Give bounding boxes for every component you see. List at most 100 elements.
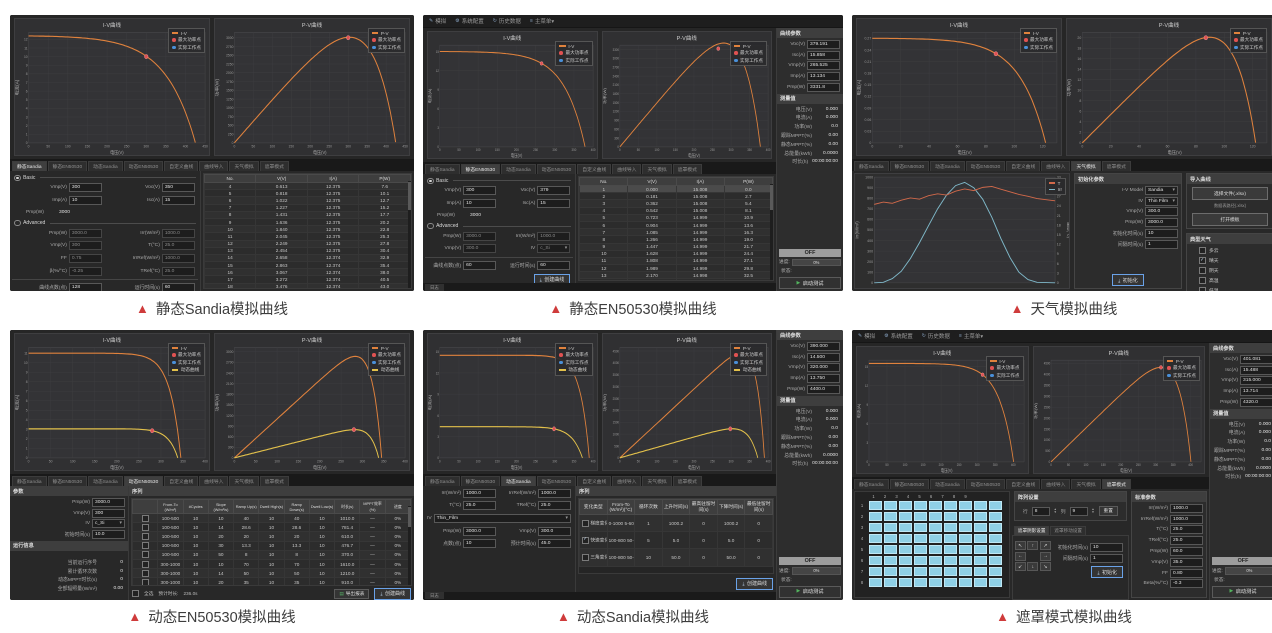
mask-cell[interactable] [883, 577, 897, 587]
tab[interactable]: 自定义曲线 [577, 476, 612, 486]
column-header[interactable]: From-To (W/m²) [157, 499, 184, 514]
tab[interactable]: 遮罩模式 [259, 161, 289, 171]
row-checkbox[interactable] [141, 569, 149, 577]
column-header[interactable]: Ramp Down(s) [283, 499, 310, 514]
field-value[interactable]: 300.0 [538, 526, 571, 536]
row-checkbox[interactable] [582, 519, 589, 527]
mask-cell[interactable] [898, 533, 912, 543]
mask-cell[interactable] [958, 566, 972, 576]
tab[interactable]: 遮罩模式 [672, 476, 702, 486]
table-row[interactable]: 16 3.067 12.374 38.0 [203, 268, 411, 277]
field-value[interactable]: 15 [161, 195, 195, 205]
column-header[interactable]: #Cycles [182, 499, 209, 514]
tab[interactable]: 动态Sandia [501, 476, 536, 486]
table-row[interactable]: 4 0.542 15.008 8.1 [579, 206, 774, 215]
field-value[interactable]: 3000.0 [68, 228, 102, 238]
scrollbar[interactable] [408, 181, 411, 288]
toolbar-item[interactable]: ≡ 主菜单▾ [530, 17, 554, 25]
rows-value[interactable]: 8 [1031, 506, 1050, 516]
mask-cell[interactable] [913, 522, 927, 532]
field-value[interactable]: 25.0 [538, 501, 571, 511]
mask-cell[interactable] [913, 577, 927, 587]
mask-cell[interactable] [973, 577, 987, 587]
mask-cell[interactable] [883, 533, 897, 543]
mask-cell[interactable] [883, 544, 897, 554]
mask-cell[interactable] [928, 555, 942, 565]
table-row[interactable]: 10 1.628 14.999 24.4 [579, 249, 774, 258]
field-value[interactable]: 128 [68, 283, 102, 291]
mask-cell[interactable] [943, 577, 957, 587]
mask-cell[interactable] [988, 511, 1002, 521]
create-curve-button[interactable]: ⤓ 创建曲线 [736, 577, 773, 590]
tab[interactable]: 曲线导入 [612, 164, 642, 174]
field-value[interactable]: 3000.0 [463, 231, 497, 241]
mask-cell[interactable] [943, 500, 957, 510]
direction-button[interactable]: → [1039, 551, 1051, 561]
sequence-row[interactable]: 100-500 10 14 28.6 10 28.6 10 781.4—0% [132, 522, 411, 533]
mask-cell[interactable] [928, 544, 942, 554]
table-row[interactable]: 7 1.227 12.375 15.2 [203, 203, 411, 212]
mask-cell[interactable] [898, 511, 912, 521]
field-value[interactable]: 10 [1090, 542, 1123, 552]
field-value[interactable]: 60 [463, 260, 497, 270]
tab[interactable]: 动态Sandia [88, 476, 123, 486]
tab[interactable]: 动态EN50530 [536, 164, 577, 174]
row-checkbox[interactable] [141, 578, 149, 585]
mask-cell[interactable] [913, 555, 927, 565]
table-row[interactable]: 12 1.989 14.999 29.8 [579, 264, 774, 273]
tab[interactable]: 静态Sandia [425, 476, 460, 486]
table-row[interactable]: 142.35114.99835.3 [579, 278, 774, 280]
tab[interactable]: 动态EN50530 [123, 476, 164, 486]
tab[interactable]: 天气模拟 [642, 476, 672, 486]
table-row[interactable]: 14 2.658 12.374 32.9 [203, 253, 411, 263]
column-header[interactable]: MPPT效率(%) [359, 499, 386, 514]
field-value[interactable]: -0.3 [1170, 579, 1203, 589]
mask-cell[interactable] [868, 555, 882, 565]
mask-cell[interactable] [868, 544, 882, 554]
table-row[interactable]: 12 2.249 12.375 27.8 [203, 239, 411, 248]
field-value[interactable]: 300 [463, 186, 497, 196]
field-value[interactable]: 1000.0 [1170, 514, 1203, 524]
row-checkbox[interactable] [141, 560, 149, 568]
mask-cell[interactable] [928, 511, 942, 521]
mask-cell[interactable] [913, 544, 927, 554]
direction-button[interactable]: ↗ [1039, 541, 1051, 550]
scrollbar[interactable] [408, 506, 411, 585]
mask-cell[interactable] [928, 533, 942, 543]
mask-cell[interactable] [973, 522, 987, 532]
field-value[interactable]: 300.0 [1145, 207, 1178, 217]
tab[interactable]: 天气模拟 [1071, 161, 1101, 171]
tab[interactable]: 动态Sandia [930, 479, 965, 489]
table-row[interactable]: 10 1.840 12.375 22.8 [203, 225, 411, 234]
mask-cell[interactable] [973, 566, 987, 576]
mask-cell[interactable] [883, 555, 897, 565]
column-header[interactable]: From-To (W/m²)(°C) [606, 499, 636, 515]
table-row[interactable]: 18 3.476 12.374 43.0 [203, 282, 411, 288]
tab[interactable]: 自定义曲线 [1006, 161, 1041, 171]
field-value[interactable]: 0.80 [1170, 568, 1203, 578]
field-value[interactable]: 300 [68, 241, 102, 251]
mask-cell[interactable] [868, 511, 882, 521]
table-row[interactable]: 17 3.272 12.374 40.5 [203, 275, 411, 284]
select-file-button[interactable]: 选择文件(.xlsx) [1192, 186, 1268, 200]
advanced-radio[interactable] [427, 222, 434, 230]
toolbar-item[interactable]: ✎ 模拟 [858, 332, 875, 340]
field-value[interactable]: 1000.0 [161, 228, 195, 238]
checkbox[interactable] [1199, 257, 1206, 264]
mask-tab[interactable]: 遮罩阴影设置 [1013, 526, 1050, 535]
start-test-button[interactable]: ▶ 启动测试 [1212, 585, 1272, 598]
table-row[interactable]: 9 1.636 12.375 20.2 [203, 217, 411, 227]
checkbox[interactable] [1199, 247, 1206, 254]
tab[interactable]: 静态EN50530 [460, 476, 501, 486]
field-value[interactable]: 3000.0 [92, 497, 125, 507]
tab[interactable]: 动态Sandia [501, 164, 536, 174]
basic-radio[interactable] [14, 174, 21, 182]
field-value[interactable]: 10 [1145, 228, 1178, 238]
table-row[interactable]: 2 0.181 15.008 2.7 [579, 192, 774, 201]
table-row[interactable]: 5 0.723 14.999 10.9 [579, 213, 774, 222]
tab[interactable]: 天气模拟 [1071, 479, 1101, 489]
mask-cell[interactable] [898, 555, 912, 565]
start-test-button[interactable]: ▶ 启动测试 [779, 277, 841, 289]
table-row[interactable]: 13 2.170 14.998 32.5 [579, 271, 774, 280]
export-report-button[interactable]: ▤ 导出报表 [334, 588, 370, 599]
